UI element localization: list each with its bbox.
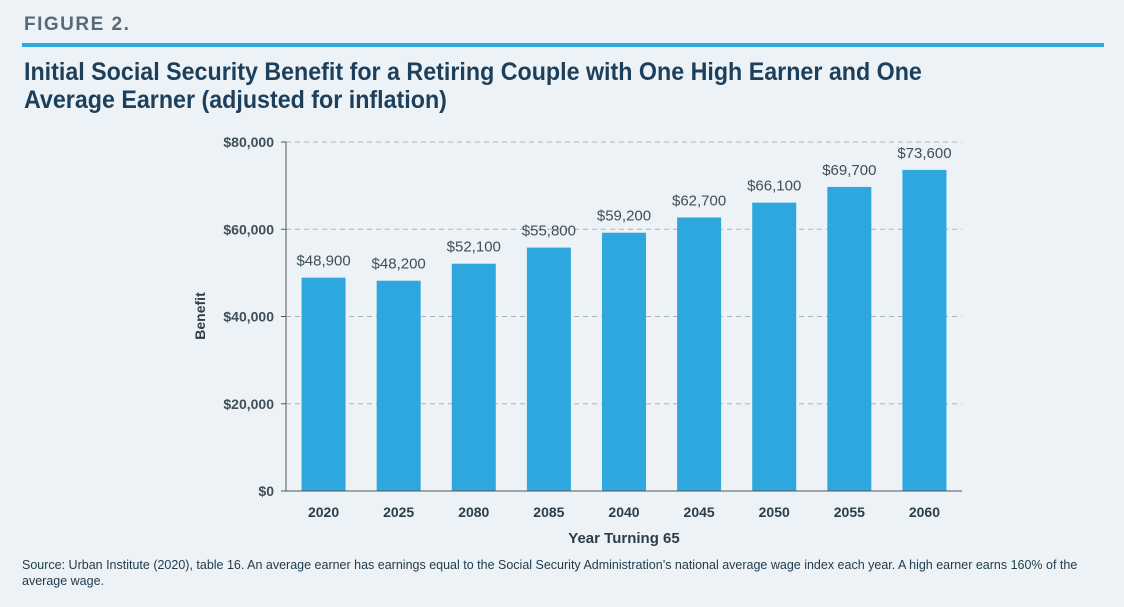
bar (677, 217, 722, 491)
data-label: $48,200 (372, 256, 426, 273)
data-label: $52,100 (447, 239, 501, 256)
data-labels: $48,900 $48,200 $52,100 $55,800 $59,200 $62,7… (296, 145, 951, 273)
data-label: $73,600 (897, 145, 951, 162)
y-tick-label: $0 (258, 483, 274, 499)
data-label: $59,200 (597, 208, 651, 225)
x-tick-label: 2060 (909, 504, 940, 520)
bar (752, 202, 797, 492)
x-axis-ticks: 2020 2025 2080 2085 2040 2045 2050 2055 2060 (308, 504, 940, 520)
x-tick-label: 2055 (834, 504, 865, 520)
data-label: $69,700 (822, 162, 876, 179)
bar (526, 247, 571, 491)
x-tick-label: 2085 (533, 504, 564, 520)
data-label: $55,800 (522, 223, 576, 240)
y-tick-label: $40,000 (223, 309, 274, 325)
bar (602, 232, 646, 492)
y-tick-label: $80,000 (223, 134, 274, 150)
x-tick-label: 2045 (684, 504, 715, 520)
data-label: $66,100 (747, 178, 801, 195)
bar (376, 280, 421, 491)
chart-title: Initial Social Security Benefit for a Re… (24, 58, 922, 114)
x-tick-label: 2020 (308, 504, 339, 520)
x-tick-label: 2050 (759, 504, 790, 520)
y-axis-ticks: $0 $20,000 $40,000 $60,000 $80,000 (223, 134, 286, 499)
data-label: $48,900 (296, 253, 350, 270)
bars (301, 169, 947, 492)
bar (451, 263, 496, 491)
x-tick-label: 2080 (458, 504, 489, 520)
bar (827, 186, 872, 491)
accent-rule (22, 43, 1104, 47)
y-axis-label: Benefit (192, 292, 208, 340)
x-tick-label: 2025 (383, 504, 414, 520)
x-tick-label: 2040 (608, 504, 639, 520)
bar (301, 277, 346, 491)
y-tick-label: $60,000 (223, 221, 274, 237)
bar (902, 169, 947, 492)
figure-label: FIGURE 2. (24, 14, 131, 35)
source-note: Source: Urban Institute (2020), table 16… (22, 558, 1078, 588)
x-axis-label: Year Turning 65 (568, 530, 679, 547)
data-label: $62,700 (672, 192, 726, 209)
y-tick-label: $20,000 (223, 396, 274, 412)
